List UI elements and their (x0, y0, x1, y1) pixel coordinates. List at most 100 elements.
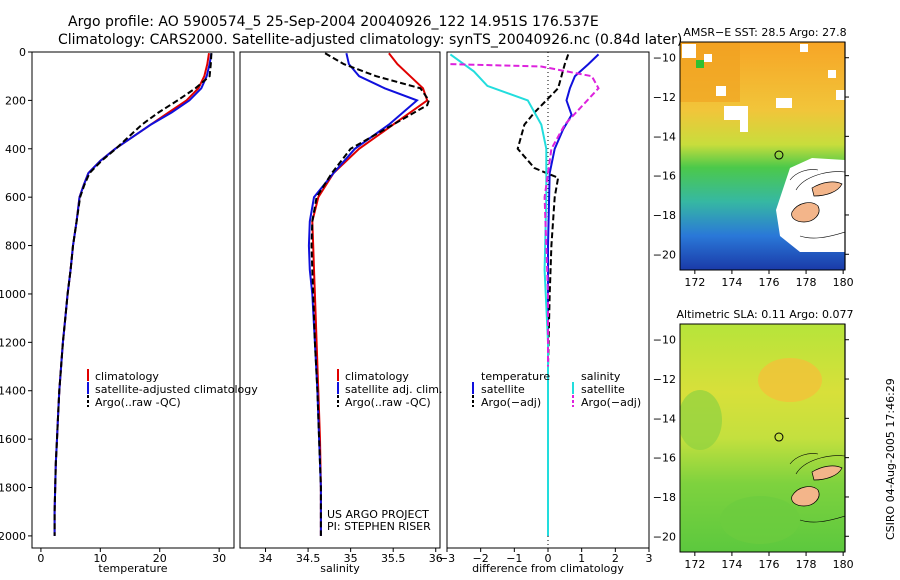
x-tick-label: −3 (439, 552, 455, 565)
sst-green-cell (696, 60, 704, 68)
x-tick-label: 35 (344, 552, 358, 565)
sst-missing-cell (682, 44, 696, 58)
map-x-tick-label: 174 (721, 558, 742, 571)
island-viti-levu (791, 486, 820, 507)
reef-contours (789, 453, 845, 523)
depth-axis: 0 200 400 600 800 1000 1200 1400 1600 1800 2000 (0, 46, 32, 543)
legend-label-temperature-argo: Argo(−adj) (481, 396, 541, 409)
map-x-tick-label: 180 (833, 276, 854, 289)
title-line-2: Climatology: CARS2000. Satellite-adjuste… (58, 32, 682, 48)
sla-low-anomaly (720, 496, 800, 544)
difference-legend: temperature satellite Argo(−adj) salinit… (472, 370, 641, 409)
sst-missing-cell (716, 86, 726, 96)
series-line-satellite-adj-clim- (307, 52, 419, 536)
map-x-tick-label: 178 (796, 558, 817, 571)
y-tick-label: 600 (5, 191, 26, 204)
y-tick-label: 1200 (0, 336, 26, 349)
y-tick-label: 1400 (0, 385, 26, 398)
series-line-salinity-satellite (449, 53, 549, 536)
x-tick-label: 30 (212, 552, 226, 565)
difference-series (449, 53, 600, 536)
sst-missing-cell (704, 54, 712, 62)
y-tick-label: 0 (19, 46, 26, 59)
sla-low-anomaly (680, 390, 722, 450)
credit-line-2: PI: STEPHEN RISER (327, 520, 431, 533)
map-y-tick-label: −16 (653, 170, 676, 183)
map-y-tick-label: −20 (653, 248, 676, 261)
legend-heading-temperature: temperature (481, 370, 550, 383)
series-line-argo-raw-qc- (53, 53, 213, 536)
map-x-tick-label: 176 (758, 276, 779, 289)
title-line-1: Argo profile: AO 5900574_5 25-Sep-2004 2… (68, 14, 599, 30)
x-tick-label: 20 (153, 552, 167, 565)
salinity-series (307, 52, 431, 536)
legend-label-argo: Argo(..raw -QC) (345, 396, 431, 409)
map-x-tick-label: 174 (721, 276, 742, 289)
legend-label-temperature-satellite: satellite (481, 383, 525, 396)
island-vanua-levu (811, 465, 843, 481)
legend-heading-salinity: salinity (581, 370, 621, 383)
series-line-salinity-argo-adj- (450, 63, 600, 367)
x-tick-label: 36 (429, 552, 443, 565)
series-line-satellite-adjusted-climatology (53, 53, 213, 536)
map-y-tick-label: −10 (653, 334, 676, 347)
sla-map-axes: 172 174 176 178 180 −10 −12 −14 −16 −18 −20 (653, 334, 854, 571)
difference-axis-label: difference from climatology (472, 562, 624, 575)
legend-label-satellite: satellite adj. clim. (345, 383, 442, 396)
temperature-legend: climatology satellite-adjusted climatolo… (87, 369, 258, 409)
x-tick-label: −2 (473, 552, 489, 565)
salinity-x-axis: 34 34.5 35 35.5 36 (259, 548, 443, 565)
sst-missing-cell (740, 120, 748, 132)
map-y-tick-label: −14 (653, 130, 676, 143)
x-tick-label: 34 (259, 552, 273, 565)
x-tick-label: 10 (93, 552, 107, 565)
y-tick-label: 1600 (0, 433, 26, 446)
map-x-tick-label: 172 (684, 558, 705, 571)
sst-missing-cell (836, 90, 845, 100)
x-tick-label: 0 (37, 552, 44, 565)
temperature-axis-label: temperature (98, 562, 167, 575)
credit-line-1: US ARGO PROJECT (327, 508, 429, 521)
y-tick-label: 2000 (0, 530, 26, 543)
island-viti-levu (791, 202, 820, 223)
x-tick-label: 35.5 (381, 552, 406, 565)
x-tick-label: −1 (506, 552, 522, 565)
map-y-tick-label: −12 (653, 91, 676, 104)
island-vanua-levu (811, 181, 843, 197)
legend-label-satellite: satellite-adjusted climatology (95, 383, 258, 396)
map-y-tick-label: −18 (653, 491, 676, 504)
series-line-argo-raw-qc- (310, 52, 431, 536)
x-tick-label: 34.5 (296, 552, 321, 565)
sst-missing-cell (776, 98, 792, 108)
series-line-climatology (53, 53, 210, 536)
series-line-temperature-argo-adj- (516, 54, 570, 536)
y-tick-label: 800 (5, 240, 26, 253)
salinity-axis-label: salinity (320, 562, 360, 575)
legend-label-climatology: climatology (345, 370, 409, 383)
salinity-panel-frame (239, 51, 441, 549)
map-x-tick-label: 172 (684, 276, 705, 289)
sst-map-axes: 172 174 176 178 180 −10 −12 −14 −16 −18 −20 (653, 52, 854, 289)
legend-label-climatology: climatology (95, 370, 159, 383)
difference-x-axis: −3 −2 −1 0 1 2 3 (439, 548, 653, 565)
sst-map-title: AMSR−E SST: 28.5 Argo: 27.8 (683, 26, 846, 39)
map-x-tick-label: 176 (758, 558, 779, 571)
salinity-legend: climatology satellite adj. clim. Argo(..… (337, 369, 442, 409)
legend-label-salinity-argo: Argo(−adj) (581, 396, 641, 409)
temperature-panel-frame (31, 51, 235, 549)
sla-high-anomaly (758, 358, 822, 402)
y-tick-label: 400 (5, 143, 26, 156)
reef-contours (789, 169, 845, 239)
x-tick-label: 3 (646, 552, 653, 565)
y-tick-label: 1000 (0, 288, 26, 301)
map-x-tick-label: 180 (833, 558, 854, 571)
sla-map-field (680, 324, 845, 552)
map-y-tick-label: −10 (653, 52, 676, 65)
sst-missing-cell (724, 106, 748, 120)
map-y-tick-label: −16 (653, 452, 676, 465)
legend-label-argo: Argo(..raw -QC) (95, 396, 181, 409)
sst-missing-cell (800, 44, 808, 52)
sst-map-field (680, 42, 845, 270)
map-y-tick-label: −18 (653, 209, 676, 222)
